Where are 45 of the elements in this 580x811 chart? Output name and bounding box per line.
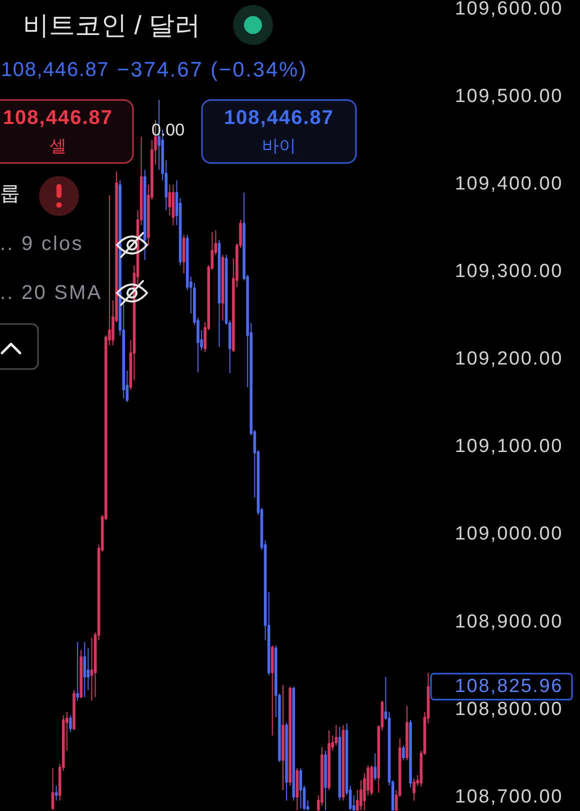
y-tick-label: 109,500.00	[454, 86, 563, 107]
candlestick	[328, 730, 330, 790]
candlestick	[320, 746, 324, 806]
candlestick	[292, 686, 296, 801]
y-tick-label: 108,700.00	[454, 786, 563, 808]
candlestick	[402, 744, 405, 761]
candlestick	[218, 239, 221, 348]
candlestick	[285, 722, 288, 801]
annotation: 108,446.87	[224, 107, 334, 129]
text: 룹	[0, 183, 20, 205]
y-tick-label: 109,300.00	[454, 261, 563, 282]
candlestick	[69, 715, 72, 733]
annotation: .. 9 clos	[0, 233, 84, 255]
candlestick	[324, 750, 327, 811]
y-tick-label: 109,600.00	[454, 0, 563, 20]
annotation: 108,446.87	[1, 59, 110, 81]
candlestick	[374, 752, 376, 781]
candlestick	[288, 686, 292, 786]
annotation: 바이	[262, 136, 296, 156]
candlestick	[54, 785, 58, 801]
candlestick	[83, 641, 86, 698]
candlestick	[80, 649, 82, 699]
y-tick-label: 109,400.00	[454, 173, 563, 194]
y-tick-label: 109,000.00	[454, 524, 563, 545]
y-tick-label: 108,900.00	[454, 611, 563, 632]
candlestick	[270, 644, 274, 736]
candlestick	[412, 778, 416, 801]
candlestick	[143, 169, 146, 261]
candlestick	[299, 768, 302, 809]
candlestick	[409, 719, 412, 788]
candlestick	[406, 705, 408, 761]
candlestick	[370, 764, 373, 796]
candlestick	[51, 768, 54, 811]
y-tick-label: 109,100.00	[454, 436, 563, 458]
y-tick-label: 108,800.00	[454, 698, 563, 720]
candlestick	[282, 684, 284, 790]
chart-title: 비트코인 / 달러	[23, 10, 201, 40]
text: 108,825.96	[454, 676, 563, 698]
y-tick-label: 109,200.00	[454, 348, 563, 370]
candlestick	[72, 690, 76, 731]
candlestick	[76, 641, 79, 702]
annotation: .. 20 SMA	[0, 282, 102, 304]
annotation: 108,446.87	[2, 107, 114, 129]
annotation: 셀	[50, 136, 66, 156]
annotation: −374.67 (−0.34%)	[117, 58, 308, 82]
